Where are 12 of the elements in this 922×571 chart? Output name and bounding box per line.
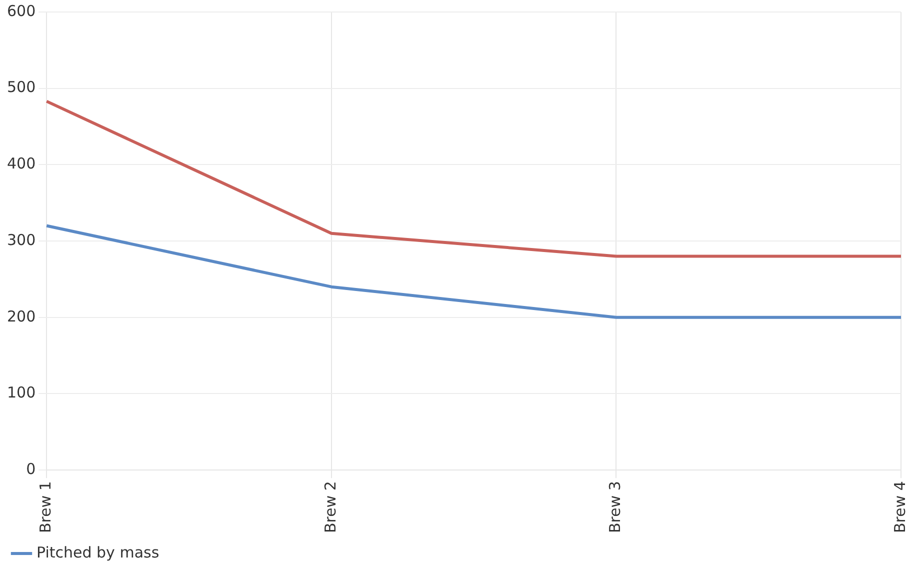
x-tick-label: Brew 4 — [890, 481, 909, 533]
y-tick-label: 300 — [6, 230, 36, 249]
x-tick-label: Brew 3 — [606, 481, 624, 533]
x-tick-label: Brew 2 — [321, 481, 340, 533]
y-tick-label: 400 — [6, 154, 36, 173]
y-tick-label: 0 — [26, 460, 36, 478]
y-tick-label: 100 — [6, 384, 36, 402]
x-tick-label: Brew 1 — [36, 481, 55, 533]
legend-label: Pitched by mass — [36, 543, 160, 562]
y-tick-label: 500 — [6, 78, 36, 96]
y-tick-label: 600 — [6, 2, 36, 20]
y-tick-label: 200 — [6, 307, 36, 326]
